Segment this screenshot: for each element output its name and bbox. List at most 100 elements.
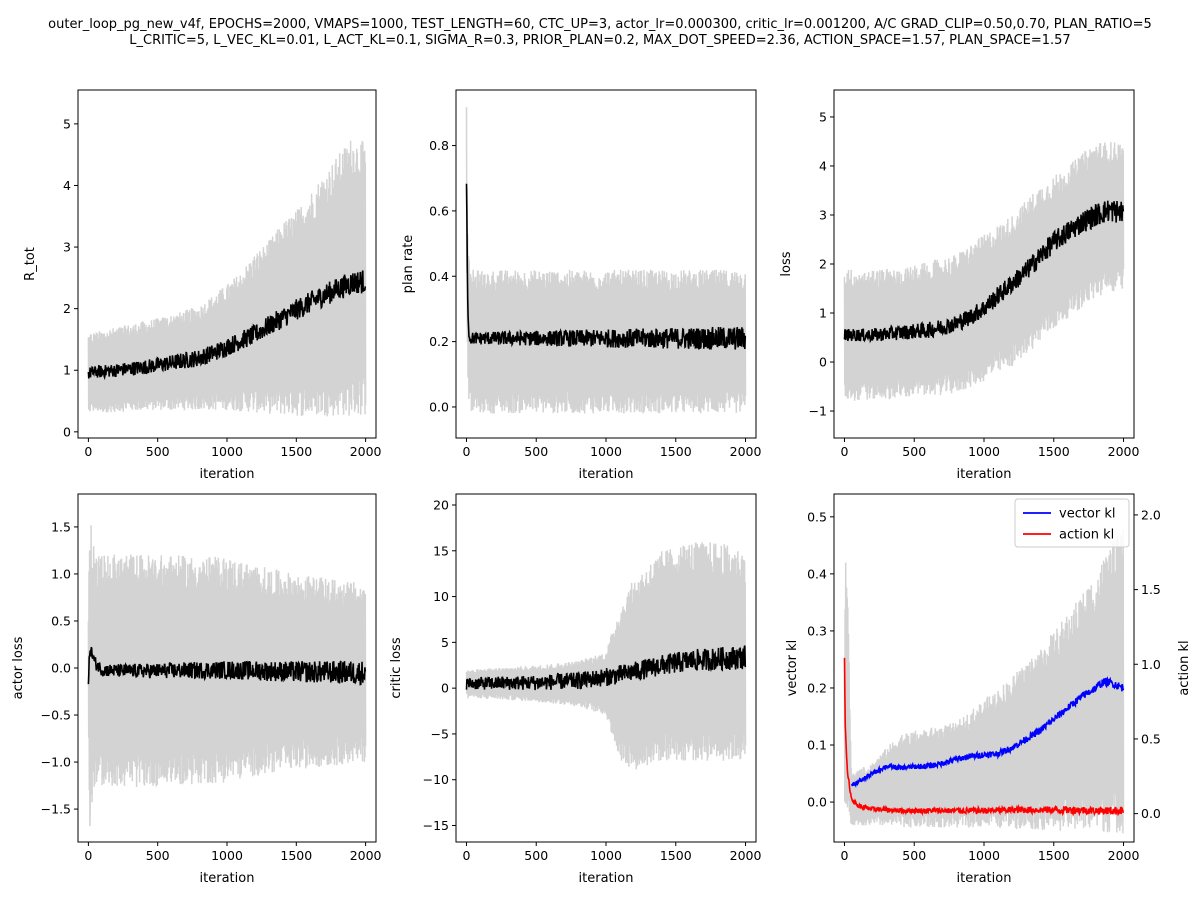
x-tick-label: 1000 <box>211 848 243 863</box>
x-tick-label: 1000 <box>968 848 1000 863</box>
y-axis-label: vector kl <box>785 640 800 697</box>
y-tick-label: 3 <box>63 240 71 255</box>
y-tick-label: 0.1 <box>807 738 827 753</box>
y-tick-label: 2 <box>819 257 827 272</box>
mean-line <box>465 645 747 691</box>
y-tick-label: 0.5 <box>807 509 827 524</box>
y-tick-label: 1 <box>819 306 827 321</box>
y-tick-label: 1.5 <box>51 519 71 534</box>
plot-area <box>87 140 367 417</box>
y-tick-label: 0 <box>819 355 827 370</box>
x-tick-label: 1500 <box>660 848 692 863</box>
x-tick-label: 1500 <box>280 848 312 863</box>
plot-area <box>843 142 1125 401</box>
y-tick-label: 0 <box>441 681 449 696</box>
x-tick-label: 0 <box>840 848 848 863</box>
plot-area <box>843 529 1125 834</box>
y-axis-label: plan rate <box>401 235 416 294</box>
x-tick-label: 0 <box>84 848 92 863</box>
y-tick-label: 4 <box>63 178 71 193</box>
spread-band <box>843 529 1125 834</box>
x-tick-label: 1500 <box>280 444 312 459</box>
x-axis-label: iteration <box>200 871 255 886</box>
y-axis-label: R_tot <box>23 247 38 281</box>
series-vector-kl <box>850 676 1125 789</box>
y-right-tick-label: 1.0 <box>1141 657 1161 672</box>
y-right-tick-label: 1.5 <box>1141 582 1161 597</box>
mean-line <box>465 183 747 351</box>
x-tick-label: 500 <box>902 444 926 459</box>
plot-area <box>465 542 747 770</box>
y-tick-label: 1 <box>63 363 71 378</box>
x-tick-label: 2000 <box>350 444 382 459</box>
y-tick-label: 0 <box>63 424 71 439</box>
y-right-tick-label: 2.0 <box>1141 507 1161 522</box>
y-tick-label: 0.3 <box>807 623 827 638</box>
y-tick-label: 0.8 <box>429 138 449 153</box>
y-axis-label: actor loss <box>11 636 26 699</box>
x-tick-label: 1500 <box>660 444 692 459</box>
x-tick-label: 500 <box>902 848 926 863</box>
x-tick-label: 1500 <box>1038 444 1070 459</box>
y-tick-label: 0.4 <box>429 269 449 284</box>
legend-label: action kl <box>1059 528 1114 543</box>
subplot-actor-loss: 0 500 1000 1500 2000 −1.5 −1.0 −0.5 0.0 0.5 1.0 1.5… <box>11 493 382 886</box>
subplot-plan-rate: 0 500 1000 1500 2000 0.0 0.2 0.4 0.6 0.8 iteration… <box>401 89 761 482</box>
y-tick-label: 5 <box>441 635 449 650</box>
x-axis-label: iteration <box>579 871 634 886</box>
plot-area <box>87 525 367 827</box>
x-tick-label: 0 <box>840 444 848 459</box>
y-tick-label: 20 <box>433 497 449 512</box>
y-tick-label: 1.0 <box>51 566 71 581</box>
y-tick-label: 15 <box>433 543 449 558</box>
subplot-loss: 0 500 1000 1500 2000 −1 0 1 2 3 4 5 iteration loss <box>779 89 1140 482</box>
y-tick-label: −1.0 <box>41 755 71 770</box>
x-tick-label: 1000 <box>590 848 622 863</box>
y-tick-label: −15 <box>423 818 449 833</box>
y-tick-label: 5 <box>819 109 827 124</box>
figure-title: outer_loop_pg_new_v4f, EPOCHS=2000, VMAP… <box>48 17 1152 48</box>
y-tick-label: −0.5 <box>41 708 71 723</box>
y-tick-label: 10 <box>433 589 449 604</box>
legend: vector kl action kl <box>1014 498 1130 548</box>
spread-band <box>465 107 747 414</box>
y-tick-label: 0.0 <box>429 399 449 414</box>
y-tick-label: 0.5 <box>51 613 71 628</box>
x-tick-label: 500 <box>524 848 548 863</box>
y-tick-label: 0.4 <box>807 566 827 581</box>
x-tick-label: 0 <box>462 848 470 863</box>
spread-band <box>843 142 1125 401</box>
y-right-tick-label: 0.5 <box>1141 731 1161 746</box>
y-tick-label: 0.2 <box>807 680 827 695</box>
mean-line <box>87 270 367 381</box>
y-tick-label: 4 <box>819 158 827 173</box>
subplot-kl: 0 500 1000 1500 2000 0.0 0.1 0.2 0.3 0.4 0.5 0.0 0.5… <box>785 493 1192 886</box>
y-tick-label: −10 <box>423 772 449 787</box>
x-axis-label: iteration <box>957 871 1012 886</box>
series-action-kl <box>843 657 1125 817</box>
y-tick-label: 0.2 <box>429 334 449 349</box>
x-tick-label: 2000 <box>1108 848 1140 863</box>
x-tick-label: 1000 <box>211 444 243 459</box>
y-tick-label: 3 <box>819 207 827 222</box>
x-tick-label: 2000 <box>730 848 762 863</box>
x-tick-label: 1000 <box>590 444 622 459</box>
x-tick-label: 2000 <box>1108 444 1140 459</box>
x-tick-label: 2000 <box>350 848 382 863</box>
x-tick-label: 1500 <box>1038 848 1070 863</box>
y-right-tick-label: 0.0 <box>1141 806 1161 821</box>
x-tick-label: 0 <box>462 444 470 459</box>
x-axis-label: iteration <box>579 467 634 482</box>
x-axis-label: iteration <box>957 467 1012 482</box>
y-tick-label: 5 <box>63 116 71 131</box>
y-axis-label: loss <box>779 251 794 276</box>
y-tick-label: −5 <box>431 726 449 741</box>
x-tick-label: 500 <box>524 444 548 459</box>
y-tick-label: 2 <box>63 301 71 316</box>
x-axis-label: iteration <box>200 467 255 482</box>
y-axis-label: critic loss <box>389 637 404 698</box>
y-tick-label: −1.5 <box>41 802 71 817</box>
y-tick-label: 0.0 <box>51 661 71 676</box>
y-tick-label: −1 <box>809 404 827 419</box>
